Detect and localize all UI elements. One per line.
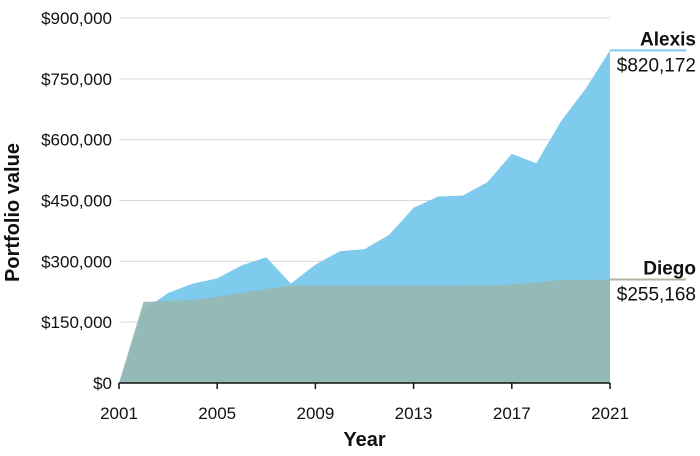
area-diego [119, 279, 610, 383]
x-tick-label: 2001 [100, 404, 138, 423]
x-tick-label: 2013 [395, 404, 433, 423]
series-end-labels: Alexis $820,172 Diego $255,168 [610, 29, 696, 306]
y-tick-labels: $0 $150,000 $300,000 $450,000 $600,000 $750,0… [41, 9, 112, 393]
y-tick-label: $750,000 [41, 70, 112, 89]
x-tick-label: 2005 [198, 404, 236, 423]
y-tick-label: $600,000 [41, 131, 112, 150]
y-axis-title: Portfolio value [2, 143, 24, 282]
series-value-alexis: $820,172 [617, 55, 696, 76]
y-tick-label: $450,000 [41, 192, 112, 211]
x-tick-label: 2021 [591, 404, 629, 423]
y-tick-label: $150,000 [41, 313, 112, 332]
series-label-diego: Diego [643, 259, 696, 280]
y-tick-label: $0 [93, 374, 112, 393]
x-tick-label: 2009 [296, 404, 334, 423]
series-value-diego: $255,168 [617, 285, 696, 306]
x-tick-label: 2017 [493, 404, 531, 423]
y-tick-label: $900,000 [41, 9, 112, 28]
x-axis-title: Year [343, 429, 385, 451]
series-label-alexis: Alexis [640, 29, 696, 50]
y-tick-label: $300,000 [41, 252, 112, 271]
x-tick-labels: 2001 2005 2009 2013 2017 2021 [100, 383, 629, 423]
series-areas [119, 50, 610, 384]
